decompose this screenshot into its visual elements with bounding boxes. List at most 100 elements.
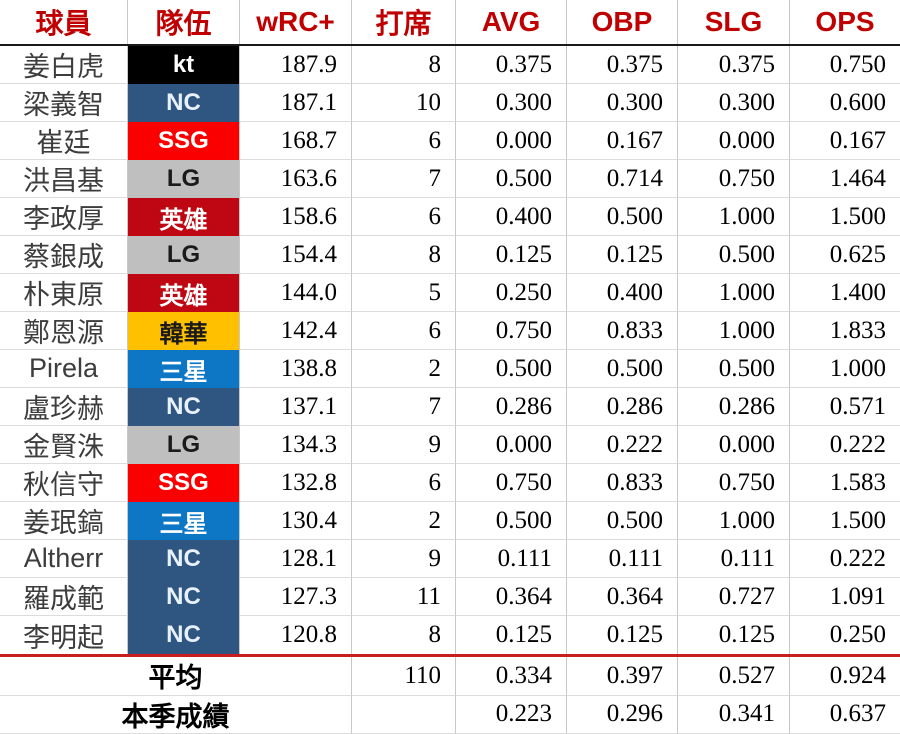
pa-cell: 6 (352, 198, 456, 236)
ops-cell: 0.222 (790, 426, 900, 464)
player-name: 李政厚 (23, 204, 104, 234)
obp-value: 0.300 (606, 88, 663, 116)
table-row: 李明起 NC 120.8 8 0.125 0.125 0.125 0.250 (0, 616, 900, 654)
wrc-plus-value: 127.3 (280, 582, 337, 610)
obp-value: 0.125 (606, 621, 663, 648)
obp-cell: 0.714 (567, 160, 678, 198)
team-badge-cell: SSG (128, 464, 240, 502)
ops-cell: 0.637 (790, 696, 900, 734)
player-name-cell: 朴東原 (0, 274, 128, 312)
team-badge-label: LG (166, 165, 201, 192)
obp-cell: 0.111 (567, 540, 678, 578)
team-badge-cell: 三星 (128, 502, 240, 540)
ops-value: 1.000 (829, 354, 886, 382)
column-header-avg-label: AVG (481, 6, 541, 37)
ops-value: 0.600 (829, 88, 886, 116)
wrc-plus-cell: 142.4 (240, 312, 352, 350)
column-header-ops-label: OPS (815, 6, 875, 37)
pa-value: 6 (428, 316, 442, 344)
ops-value: 0.222 (829, 544, 886, 572)
obp-value: 0.111 (608, 544, 663, 572)
team-badge-label: 英雄 (159, 206, 208, 234)
slg-value: 0.727 (718, 582, 775, 610)
avg-value: 0.400 (495, 202, 552, 230)
obp-value: 0.833 (606, 468, 663, 496)
wrc-plus-value: 163.6 (280, 164, 337, 192)
ops-cell: 1.091 (790, 578, 900, 616)
team-badge-cell: LG (128, 426, 240, 464)
pa-cell: 6 (352, 464, 456, 502)
ops-value: 0.250 (829, 621, 886, 648)
avg-cell: 0.364 (456, 578, 567, 616)
ops-value: 0.571 (829, 392, 886, 420)
obp-cell: 0.375 (567, 46, 678, 84)
player-name: 姜白虎 (23, 52, 104, 82)
obp-value: 0.500 (606, 202, 663, 230)
column-header-wrc-plus-label: wRC+ (256, 6, 335, 37)
player-name-cell: 金賢洙 (0, 426, 128, 464)
avg-cell: 0.375 (456, 46, 567, 84)
team-badge-cell: LG (128, 236, 240, 274)
table-row: 鄭恩源 韓華 142.4 6 0.750 0.833 1.000 1.833 (0, 312, 900, 350)
slg-value: 0.375 (718, 50, 775, 78)
pa-value: 9 (428, 544, 442, 572)
pa-cell: 9 (352, 426, 456, 464)
pa-value: 8 (428, 240, 442, 268)
slg-cell: 0.500 (678, 350, 790, 388)
pa-value: 6 (428, 126, 442, 154)
obp-cell: 0.222 (567, 426, 678, 464)
obp-cell: 0.500 (567, 502, 678, 540)
avg-value: 0.334 (495, 661, 552, 689)
team-badge-cell: 三星 (128, 350, 240, 388)
avg-value: 0.125 (495, 621, 552, 648)
wrc-plus-cell: 144.0 (240, 274, 352, 312)
wrc-plus-cell: 127.3 (240, 578, 352, 616)
summary-row: 本季成績 0.223 0.296 0.341 0.637 (0, 695, 900, 734)
column-header-wrc-plus: wRC+ (240, 0, 352, 44)
obp-value: 0.364 (606, 582, 663, 610)
ops-cell: 0.167 (790, 122, 900, 160)
team-badge-label: kt (172, 51, 195, 78)
table-row: 朴東原 英雄 144.0 5 0.250 0.400 1.000 1.400 (0, 274, 900, 312)
avg-value: 0.364 (495, 582, 552, 610)
ops-value: 1.833 (829, 316, 886, 344)
pa-value: 10 (416, 88, 441, 116)
ops-cell: 0.750 (790, 46, 900, 84)
avg-cell: 0.000 (456, 122, 567, 160)
player-name: 梁義智 (23, 90, 104, 120)
wrc-plus-value: 132.8 (280, 468, 337, 496)
pa-cell: 8 (352, 46, 456, 84)
summary-row: 平均 110 0.334 0.397 0.527 0.924 (0, 657, 900, 696)
ops-cell: 0.625 (790, 236, 900, 274)
column-header-player: 球員 (0, 0, 128, 44)
ops-cell: 0.571 (790, 388, 900, 426)
avg-cell: 0.750 (456, 312, 567, 350)
obp-value: 0.397 (606, 661, 663, 689)
pa-cell: 11 (352, 578, 456, 616)
slg-cell: 0.527 (678, 657, 790, 696)
table-row: Altherr NC 128.1 9 0.111 0.111 0.111 0.2… (0, 540, 900, 578)
column-header-team: 隊伍 (128, 0, 240, 44)
team-badge-cell: NC (128, 84, 240, 122)
ops-value: 1.400 (829, 278, 886, 306)
team-badge-cell: NC (128, 540, 240, 578)
slg-value: 1.000 (718, 506, 775, 534)
wrc-plus-value: 187.9 (280, 50, 337, 78)
wrc-plus-value: 130.4 (280, 506, 337, 534)
obp-cell: 0.286 (567, 388, 678, 426)
slg-cell: 0.750 (678, 160, 790, 198)
summary-label: 平均 (148, 663, 203, 694)
avg-value: 0.223 (495, 700, 552, 728)
wrc-plus-value: 187.1 (280, 88, 337, 116)
ops-cell: 0.250 (790, 616, 900, 654)
obp-cell: 0.296 (567, 695, 678, 734)
wrc-plus-value: 120.8 (280, 621, 337, 648)
player-name: Pirela (28, 353, 99, 383)
wrc-plus-value: 137.1 (280, 392, 337, 420)
obp-value: 0.286 (606, 392, 663, 420)
slg-value: 0.527 (718, 661, 775, 689)
player-name-cell: Pirela (0, 350, 128, 388)
wrc-plus-cell: 163.6 (240, 160, 352, 198)
player-name-cell: 姜白虎 (0, 46, 128, 84)
